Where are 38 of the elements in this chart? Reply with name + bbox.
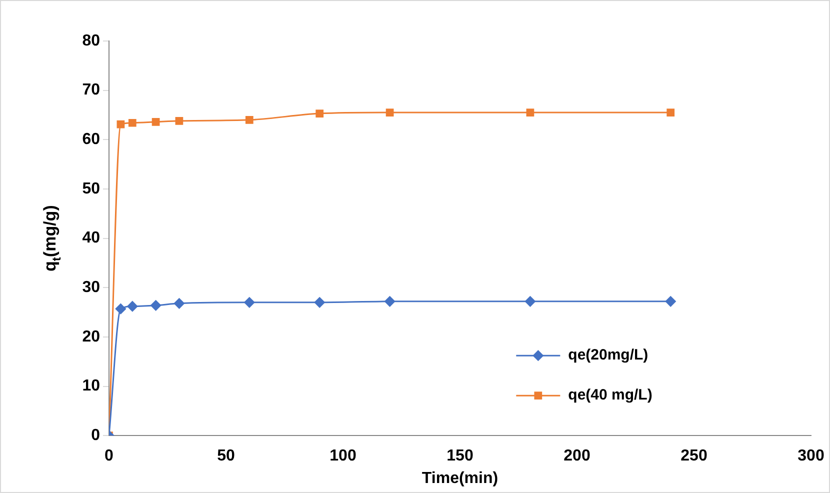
y-tick-label: 80: [82, 32, 100, 50]
point: [150, 300, 162, 311]
point: [245, 116, 254, 124]
x-tick-label: 300: [798, 448, 824, 465]
point: [314, 297, 325, 308]
x-tick-label: 150: [446, 448, 474, 465]
point: [128, 118, 136, 127]
y-tick-label: 30: [82, 279, 100, 296]
point: [316, 110, 324, 118]
point: [666, 108, 675, 116]
x-tick-label: 250: [680, 448, 708, 465]
x-tick-label: 50: [217, 448, 235, 465]
legend-label: qe(20mg/L): [568, 346, 648, 364]
y-axis-title: qt(mg/g): [40, 205, 64, 272]
point: [526, 108, 534, 116]
point: [115, 304, 126, 314]
point: [384, 296, 396, 307]
point: [175, 116, 184, 125]
point: [524, 296, 536, 307]
y-tick-label: 0: [91, 427, 100, 444]
point: [127, 301, 138, 312]
y-tick-label: 10: [82, 378, 100, 395]
x-axis-title: Time(min): [422, 470, 498, 487]
x-tick-label: 0: [104, 448, 114, 465]
x-tick-label: 100: [330, 448, 356, 465]
point: [152, 118, 160, 126]
legend-label: qe(40 mg/L): [568, 386, 652, 404]
y-tick-label: 70: [82, 82, 100, 99]
y-tick-label: 50: [82, 180, 100, 198]
point: [116, 120, 125, 128]
point: [174, 298, 184, 309]
y-tick-label: 60: [82, 131, 100, 148]
x-tick-label: 200: [564, 448, 590, 465]
y-tick-label: 20: [82, 328, 100, 346]
point: [386, 108, 394, 116]
point: [244, 297, 255, 308]
y-tick-label: 40: [82, 230, 100, 247]
point: [665, 296, 676, 307]
